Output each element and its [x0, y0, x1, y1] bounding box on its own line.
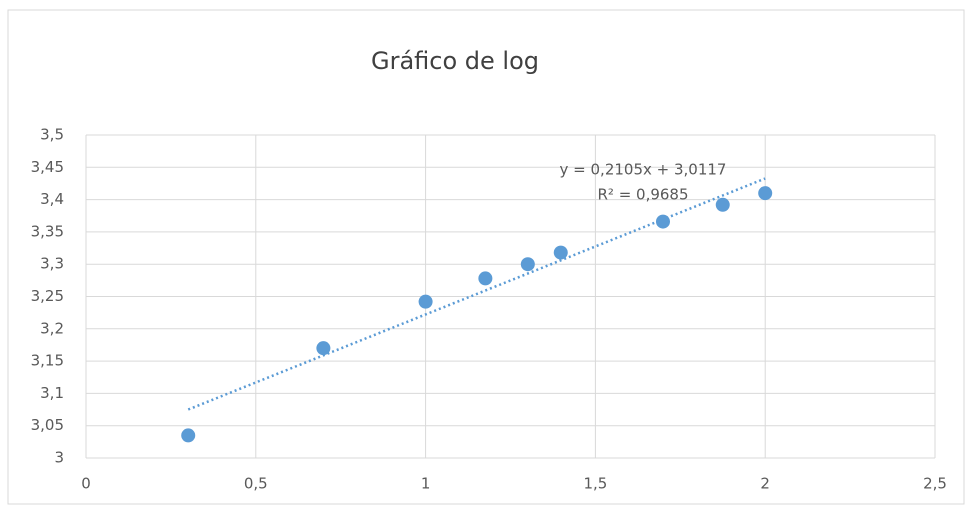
chart-title: Gráfico de log [371, 47, 539, 75]
point [655, 214, 670, 229]
y-tick-label: 3,4 [40, 190, 64, 208]
trendline-equation: y = 0,2105x + 3,0117 [560, 161, 727, 179]
y-tick-label: 3,25 [31, 287, 64, 305]
y-tick-label: 3,05 [31, 416, 64, 434]
point [316, 341, 331, 356]
x-tick-label: 2,5 [923, 475, 947, 493]
point [478, 271, 493, 286]
point [553, 245, 568, 260]
x-tick-label: 0 [81, 475, 91, 493]
point [520, 257, 535, 272]
y-tick-label: 3,35 [31, 222, 64, 240]
y-tick-label: 3 [54, 449, 64, 467]
y-tick-label: 3,5 [40, 126, 64, 144]
y-tick-label: 3,15 [31, 352, 64, 370]
x-tick-label: 0,5 [244, 475, 268, 493]
point [758, 186, 773, 201]
y-tick-label: 3,45 [31, 158, 64, 176]
trendline [187, 177, 766, 411]
y-tick-label: 3,1 [40, 384, 64, 402]
y-tick-label: 3,3 [40, 255, 64, 273]
x-tick-label: 2 [760, 475, 770, 493]
trendline-r-squared: R² = 0,9685 [597, 186, 688, 204]
x-tick-label: 1 [421, 475, 431, 493]
point [418, 294, 433, 309]
point [715, 197, 730, 212]
y-tick-label: 3,2 [40, 319, 64, 337]
chart-border [7, 9, 965, 505]
point [181, 428, 196, 443]
x-tick-label: 1,5 [583, 475, 607, 493]
